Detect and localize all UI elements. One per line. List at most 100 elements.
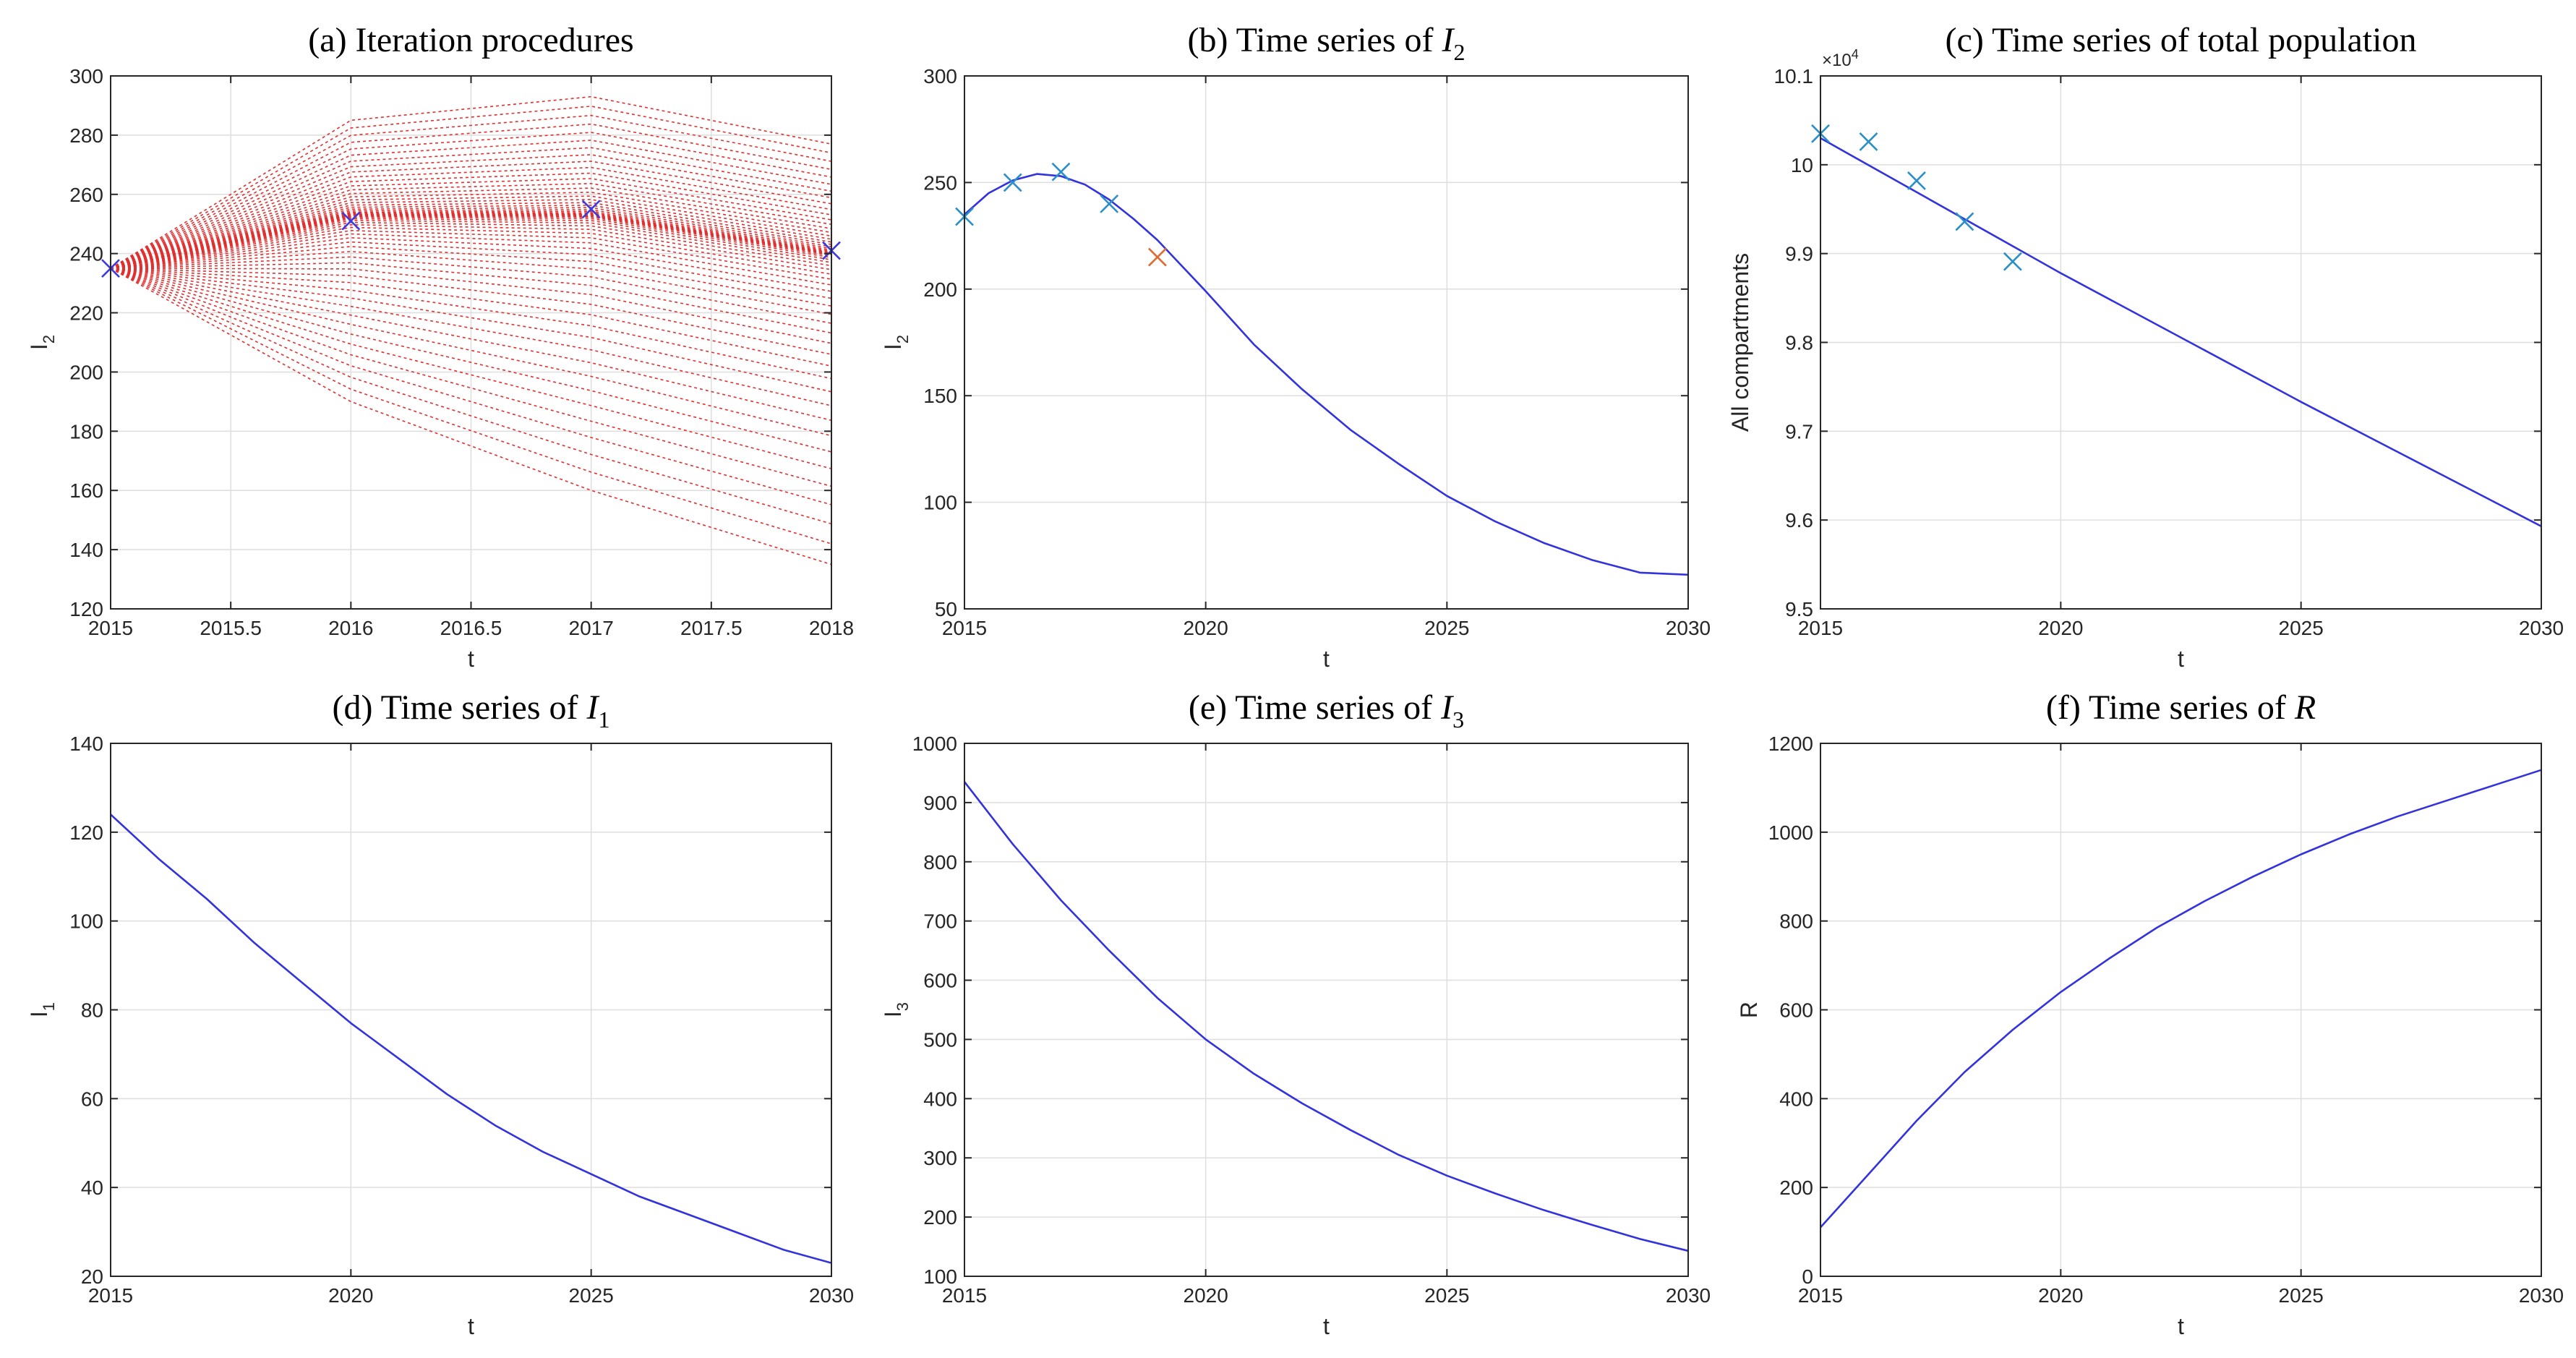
x-tick-label: 2015 bbox=[88, 1284, 133, 1307]
x-tick-label: 2025 bbox=[569, 1284, 614, 1307]
chart-title: (b) Time series of I2 bbox=[1188, 21, 1465, 65]
x-axis-label: t bbox=[468, 646, 474, 672]
iteration-path bbox=[110, 229, 832, 280]
x-tick-label: 2020 bbox=[2038, 617, 2083, 639]
y-tick-label: 9.6 bbox=[1785, 509, 1813, 531]
iteration-path bbox=[110, 262, 832, 334]
y-tick-label: 500 bbox=[923, 1028, 957, 1051]
iteration-path bbox=[110, 268, 832, 505]
x-axis-label: t bbox=[2178, 646, 2184, 672]
x-tick-label: 2015 bbox=[942, 1284, 987, 1307]
y-axis-label: I2 bbox=[26, 335, 58, 350]
y-tick-label: 140 bbox=[69, 733, 103, 755]
panel-d: 2015 2020 2025 2030 20 40 60 80 100 120 140 t I1 (d) … bbox=[26, 688, 854, 1339]
iteration-path bbox=[110, 268, 832, 525]
y-tick-label: 9.5 bbox=[1785, 598, 1813, 620]
y-axis-label: R bbox=[1736, 1002, 1762, 1018]
y-tick-label: 100 bbox=[923, 1265, 957, 1288]
x-tick-label: 2020 bbox=[328, 1284, 373, 1307]
iteration-path bbox=[110, 268, 832, 487]
series-line-R bbox=[1820, 769, 2542, 1229]
iteration-path bbox=[110, 223, 832, 270]
y-tick-label: 80 bbox=[81, 999, 103, 1022]
iteration-path bbox=[110, 187, 832, 269]
data-marker bbox=[581, 200, 601, 219]
y-tick-label: 800 bbox=[1779, 910, 1813, 933]
x-tick-label: 2025 bbox=[1424, 1284, 1469, 1307]
x-tick-label: 2030 bbox=[809, 1284, 854, 1307]
y-tick-label: 800 bbox=[923, 851, 957, 874]
iteration-path bbox=[110, 246, 832, 307]
x-tick-label: 2030 bbox=[2519, 617, 2564, 639]
y-tick-label: 280 bbox=[69, 124, 103, 147]
y-axis-label: I2 bbox=[880, 335, 912, 350]
y-tick-label: 10 bbox=[1791, 154, 1813, 176]
iteration-path bbox=[110, 192, 832, 269]
y-tick-label: 240 bbox=[69, 243, 103, 265]
iteration-path bbox=[110, 250, 832, 315]
iteration-path bbox=[110, 132, 832, 269]
data-marker bbox=[341, 211, 361, 231]
iteration-path bbox=[110, 268, 832, 453]
y-tick-label: 150 bbox=[923, 385, 957, 407]
y-tick-label: 120 bbox=[69, 821, 103, 844]
x-tick-label: 2017 bbox=[569, 617, 614, 639]
x-tick-label: 2020 bbox=[1184, 617, 1228, 639]
data-marker bbox=[1100, 194, 1119, 213]
y-tick-label: 20 bbox=[81, 1265, 103, 1288]
y-tick-label: 400 bbox=[923, 1088, 957, 1110]
y-tick-label: 1200 bbox=[1768, 733, 1813, 755]
y-tick-label: 1000 bbox=[912, 733, 957, 755]
iteration-path bbox=[110, 205, 832, 269]
x-tick-label: 2030 bbox=[1666, 1284, 1711, 1307]
x-axis-label: t bbox=[1323, 1313, 1330, 1339]
y-tick-label: 600 bbox=[1779, 999, 1813, 1022]
axes-frame bbox=[964, 743, 1689, 1277]
y-tick-label: 400 bbox=[1779, 1088, 1813, 1110]
y-tick-label: 0 bbox=[1802, 1265, 1813, 1288]
x-tick-label: 2030 bbox=[1666, 617, 1711, 639]
chart-title: (e) Time series of I3 bbox=[1189, 688, 1464, 733]
iteration-path bbox=[110, 123, 832, 269]
y-tick-label: 100 bbox=[923, 492, 957, 514]
axes-frame bbox=[964, 75, 1689, 610]
x-tick-label: 2020 bbox=[2038, 1284, 2083, 1307]
x-tick-label: 2020 bbox=[1184, 1284, 1228, 1307]
chart-title: (c) Time series of total population bbox=[1946, 21, 2417, 59]
iteration-path bbox=[110, 268, 832, 545]
y-axis-label: I1 bbox=[26, 1002, 58, 1017]
y-tick-label: 600 bbox=[923, 970, 957, 992]
x-tick-label: 2015 bbox=[1798, 617, 1843, 639]
x-tick-label: 2015 bbox=[942, 617, 987, 639]
y-tick-label: 700 bbox=[923, 910, 957, 933]
x-tick-label: 2016 bbox=[328, 617, 373, 639]
y-tick-label: 100 bbox=[69, 910, 103, 933]
y-tick-label: 140 bbox=[69, 539, 103, 561]
iteration-path bbox=[110, 202, 832, 269]
x-tick-label: 2015.5 bbox=[200, 617, 262, 639]
iteration-path bbox=[110, 172, 832, 269]
series-line-I1 bbox=[110, 813, 832, 1264]
iteration-path bbox=[110, 114, 832, 269]
data-marker bbox=[1148, 247, 1167, 267]
x-tick-label: 2016.5 bbox=[440, 617, 502, 639]
y-tick-label: 120 bbox=[69, 598, 103, 620]
y-tick-label: 200 bbox=[69, 361, 103, 383]
iteration-path bbox=[110, 256, 832, 324]
chart-title: (f) Time series of R bbox=[2046, 688, 2316, 727]
iteration-path bbox=[110, 268, 832, 393]
y-tick-label: 300 bbox=[923, 1147, 957, 1169]
x-tick-label: 2030 bbox=[2519, 1284, 2564, 1307]
panel-c: 2015 2020 2025 2030 9.5 9.6 9.7 9.8 9.9 10 10.1 t Al… bbox=[1727, 21, 2564, 672]
iteration-path bbox=[110, 268, 832, 437]
y-tick-label: 40 bbox=[81, 1176, 103, 1199]
x-tick-label: 2017.5 bbox=[680, 617, 743, 639]
series-line-I3 bbox=[963, 781, 1689, 1252]
iteration-path bbox=[110, 221, 832, 269]
data-marker bbox=[1907, 171, 1926, 190]
iteration-path bbox=[110, 166, 832, 269]
panel-a: 2015 2015.5 2016 2016.5 2017 2017.5 2018 120 140… bbox=[26, 21, 854, 672]
panel-e: 2015 2020 2025 2030 100 200 300 400 500 600 700 800… bbox=[880, 688, 1711, 1339]
x-tick-label: 2025 bbox=[1424, 617, 1469, 639]
y-axis-label: I3 bbox=[880, 1002, 912, 1017]
